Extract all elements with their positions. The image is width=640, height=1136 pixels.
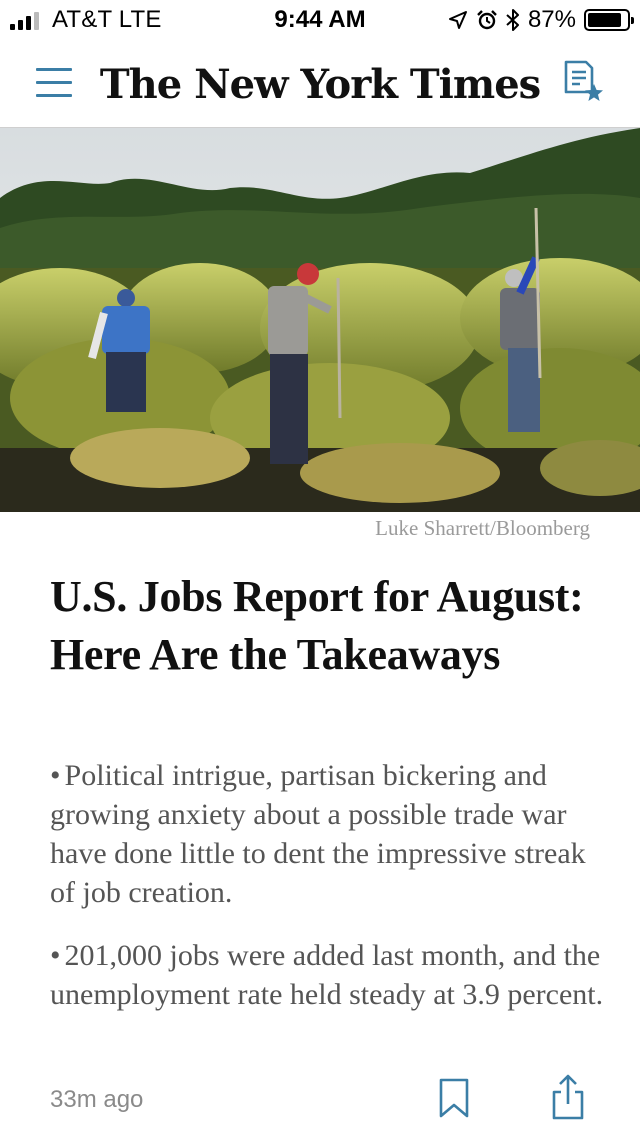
status-indicators: 87% (448, 6, 634, 34)
share-icon[interactable] (550, 1072, 586, 1122)
status-bar: AT&T LTE 9:44 AM 87% (0, 0, 640, 40)
carrier-label: AT&T LTE (52, 6, 162, 33)
status-time: 9:44 AM (274, 6, 366, 33)
article-timestamp: 33m ago (50, 1086, 144, 1113)
saved-articles-icon[interactable] (560, 58, 608, 108)
masthead-logo: The New York Times (99, 60, 541, 108)
app-header: The New York Times (0, 40, 640, 128)
battery-percent: 87% (527, 6, 576, 33)
summary-text: 201,000 jobs were added last month, and … (50, 939, 604, 1011)
bluetooth-icon (506, 9, 519, 31)
article-headline[interactable]: U.S. Jobs Report for August: Here Are th… (50, 572, 584, 679)
hamburger-menu-icon[interactable] (36, 68, 72, 98)
bullet-icon: • (50, 939, 61, 972)
summary-point: • Political intrigue, partisan bickering … (50, 756, 610, 912)
summary-text: Political intrigue, partisan bickering a… (50, 759, 586, 909)
battery-level-fill (588, 13, 622, 27)
article-actions: 33m ago (0, 1070, 640, 1136)
summary-point: • 201,000 jobs were added last month, and… (50, 936, 610, 1014)
bookmark-icon[interactable] (438, 1074, 470, 1122)
battery-icon (584, 9, 634, 31)
photo-credit: Luke Sharrett/Bloomberg (375, 516, 590, 540)
hero-photo[interactable] (0, 128, 640, 512)
alarm-icon (477, 10, 497, 30)
bullet-icon: • (50, 759, 61, 792)
location-arrow-icon (448, 11, 467, 29)
signal-icon (10, 12, 39, 30)
